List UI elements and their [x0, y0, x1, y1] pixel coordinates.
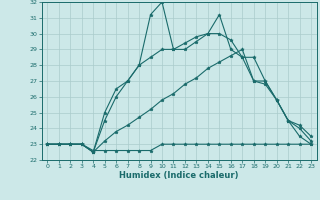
X-axis label: Humidex (Indice chaleur): Humidex (Indice chaleur): [119, 171, 239, 180]
